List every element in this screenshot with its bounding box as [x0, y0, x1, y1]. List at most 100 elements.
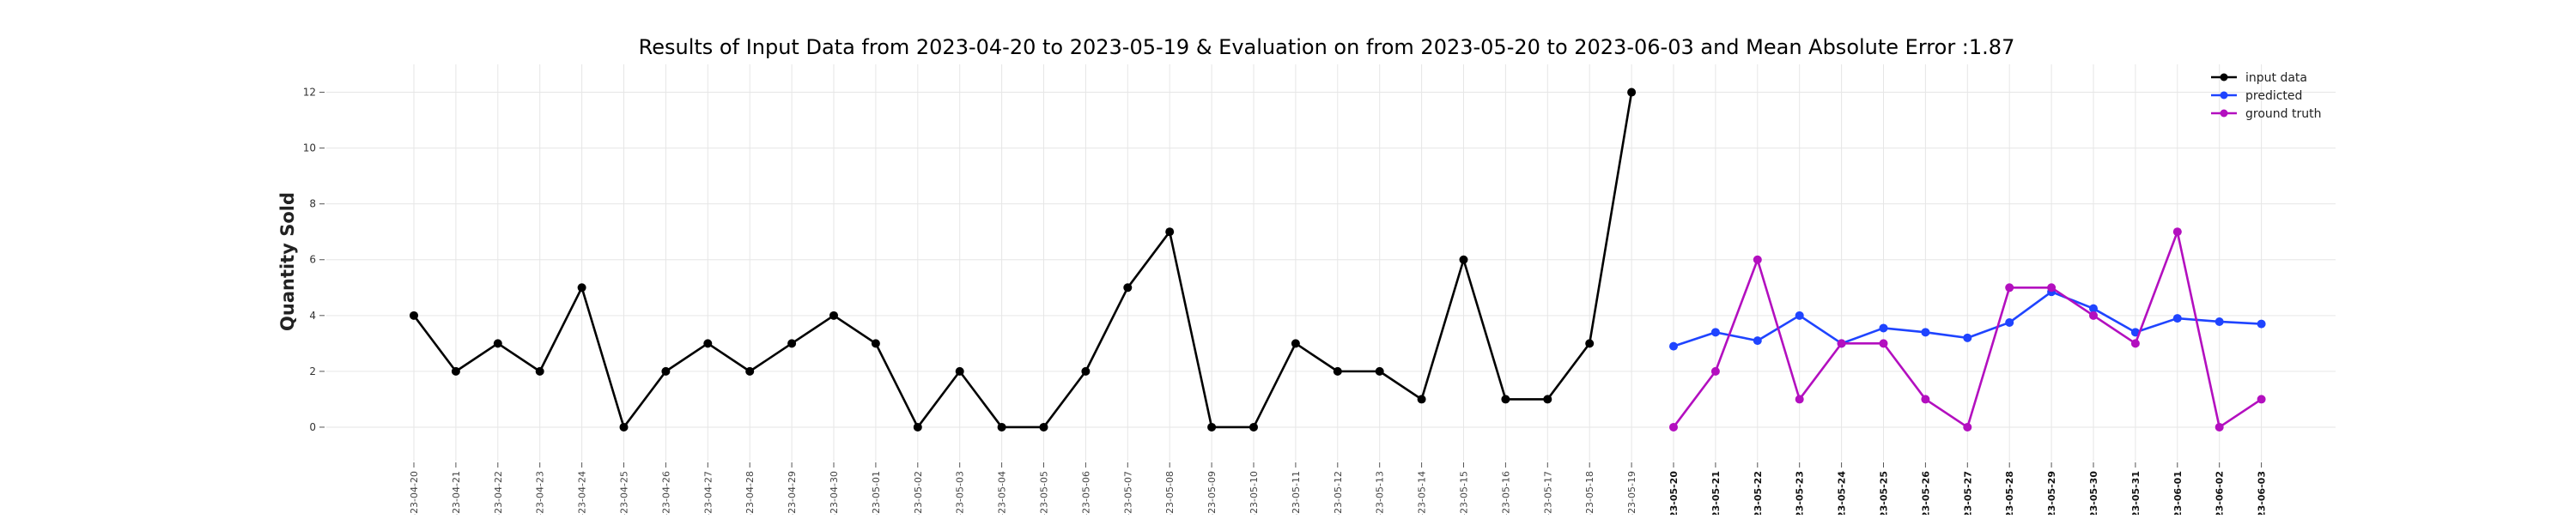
data-point-input-data — [1333, 366, 1342, 376]
x-tick-label: -23-05-22 — [1753, 471, 1764, 515]
data-point-predicted — [2005, 317, 2014, 327]
x-tick-label: -23-05-30 — [2088, 471, 2099, 515]
y-tick-label: 8 — [309, 198, 316, 210]
x-tick-label: -23-04-26 — [660, 471, 671, 515]
data-point-ground-truth — [2130, 339, 2140, 348]
data-point-input-data — [745, 366, 755, 376]
x-tick-label: -23-05-02 — [913, 471, 924, 515]
data-point-input-data — [535, 366, 544, 376]
data-point-ground-truth — [2172, 227, 2182, 237]
x-tick-label: -23-05-21 — [1710, 471, 1722, 515]
x-tick-label: -23-05-18 — [1584, 471, 1595, 515]
data-point-input-data — [1081, 366, 1091, 376]
x-tick-label: -23-05-19 — [1626, 471, 1637, 515]
data-point-ground-truth — [2257, 395, 2266, 404]
data-point-predicted — [2130, 328, 2140, 337]
data-point-input-data — [1543, 395, 1552, 404]
legend-marker-input-data — [2220, 73, 2228, 81]
x-tick-label: -23-04-29 — [787, 471, 798, 515]
data-point-predicted — [2089, 304, 2098, 313]
data-point-ground-truth — [2005, 283, 2014, 293]
x-tick-label: -23-05-20 — [1668, 471, 1680, 515]
x-tick-label: -23-05-31 — [2130, 471, 2142, 515]
x-tick-label: -23-05-28 — [2004, 471, 2015, 515]
data-point-ground-truth — [2047, 283, 2057, 293]
data-point-predicted — [1795, 311, 1804, 320]
chart-title: Results of Input Data from 2023-04-20 to… — [639, 35, 2015, 59]
data-point-input-data — [1501, 395, 1510, 404]
y-axis-label: Quantity Sold — [277, 192, 298, 331]
x-tick-label: -23-05-24 — [1837, 471, 1848, 515]
y-tick-label: 2 — [309, 365, 316, 377]
data-point-input-data — [1585, 339, 1595, 348]
legend-label-input-data: input data — [2245, 71, 2307, 85]
data-point-input-data — [703, 339, 713, 348]
x-tick-label: -23-04-30 — [829, 471, 840, 515]
data-point-ground-truth — [2215, 422, 2224, 431]
data-point-input-data — [955, 366, 964, 376]
data-point-ground-truth — [1753, 255, 1762, 264]
x-tick-label: -23-04-21 — [451, 471, 462, 515]
y-tick-label: 4 — [309, 310, 316, 322]
data-point-input-data — [451, 366, 460, 376]
x-tick-label: -23-05-01 — [871, 471, 882, 515]
x-tick-label: -23-04-28 — [744, 471, 756, 515]
x-tick-label: -23-04-24 — [577, 471, 588, 515]
x-tick-label: -23-05-29 — [2046, 471, 2057, 515]
data-point-input-data — [997, 422, 1006, 431]
data-point-input-data — [619, 422, 629, 431]
data-point-predicted — [1879, 323, 1888, 333]
data-point-predicted — [1921, 328, 1930, 337]
legend-label-ground-truth: ground truth — [2245, 107, 2321, 121]
x-tick-label: -23-04-27 — [702, 471, 714, 515]
y-tick-label: 10 — [303, 142, 316, 154]
x-tick-label: -23-05-04 — [997, 471, 1008, 515]
data-point-predicted — [2172, 314, 2182, 323]
data-point-input-data — [1039, 422, 1048, 431]
data-point-input-data — [1459, 255, 1468, 264]
data-point-ground-truth — [1669, 422, 1678, 431]
y-tick-label: 6 — [309, 254, 316, 266]
series-line-input-data — [412, 92, 1633, 429]
x-tick-label: -23-05-25 — [1879, 471, 1890, 515]
x-tick-label: -23-04-22 — [493, 471, 504, 515]
data-point-ground-truth — [1963, 422, 1972, 431]
data-point-ground-truth — [2089, 311, 2098, 320]
x-tick-label: -23-05-06 — [1080, 471, 1091, 515]
x-tick-label: -23-05-27 — [1962, 471, 1973, 515]
data-point-input-data — [1291, 339, 1300, 348]
legend-label-predicted: predicted — [2245, 89, 2302, 103]
data-point-input-data — [661, 366, 671, 376]
data-point-input-data — [1165, 227, 1175, 237]
x-tick-label: -23-05-14 — [1417, 471, 1428, 515]
data-point-input-data — [1627, 88, 1637, 97]
data-point-ground-truth — [1879, 339, 1888, 348]
x-tick-label: -23-06-01 — [2172, 471, 2184, 515]
x-tick-label: -23-05-08 — [1164, 471, 1176, 515]
axis-layer: 0 2 4 6 8 10 12 -23-04-20 -23-04-21 -23-04-22 -23-… — [303, 87, 2268, 519]
data-point-input-data — [1207, 422, 1217, 431]
data-point-input-data — [410, 311, 418, 320]
x-tick-label: -23-04-25 — [619, 471, 630, 515]
x-tick-label: -23-06-03 — [2257, 471, 2268, 515]
data-point-input-data — [871, 339, 880, 348]
data-point-input-data — [577, 283, 586, 293]
x-tick-label: -23-05-16 — [1500, 471, 1511, 515]
x-tick-label: -23-05-11 — [1291, 471, 1302, 515]
data-point-ground-truth — [1837, 339, 1846, 348]
data-point-input-data — [1123, 283, 1133, 293]
y-tick-label: 12 — [303, 87, 316, 99]
x-tick-label: -23-05-12 — [1333, 471, 1344, 515]
data-point-input-data — [1417, 395, 1426, 404]
y-tick-label: 0 — [309, 421, 316, 433]
x-tick-label: -23-05-17 — [1542, 471, 1553, 515]
x-tick-label: -23-05-13 — [1375, 471, 1386, 515]
x-tick-label: -23-06-02 — [2215, 471, 2226, 515]
legend-marker-ground-truth — [2220, 109, 2228, 118]
grid-layer — [326, 64, 2336, 461]
x-tick-label: -23-04-23 — [535, 471, 546, 515]
x-tick-label: -23-05-09 — [1206, 471, 1218, 515]
data-point-ground-truth — [1795, 395, 1804, 404]
